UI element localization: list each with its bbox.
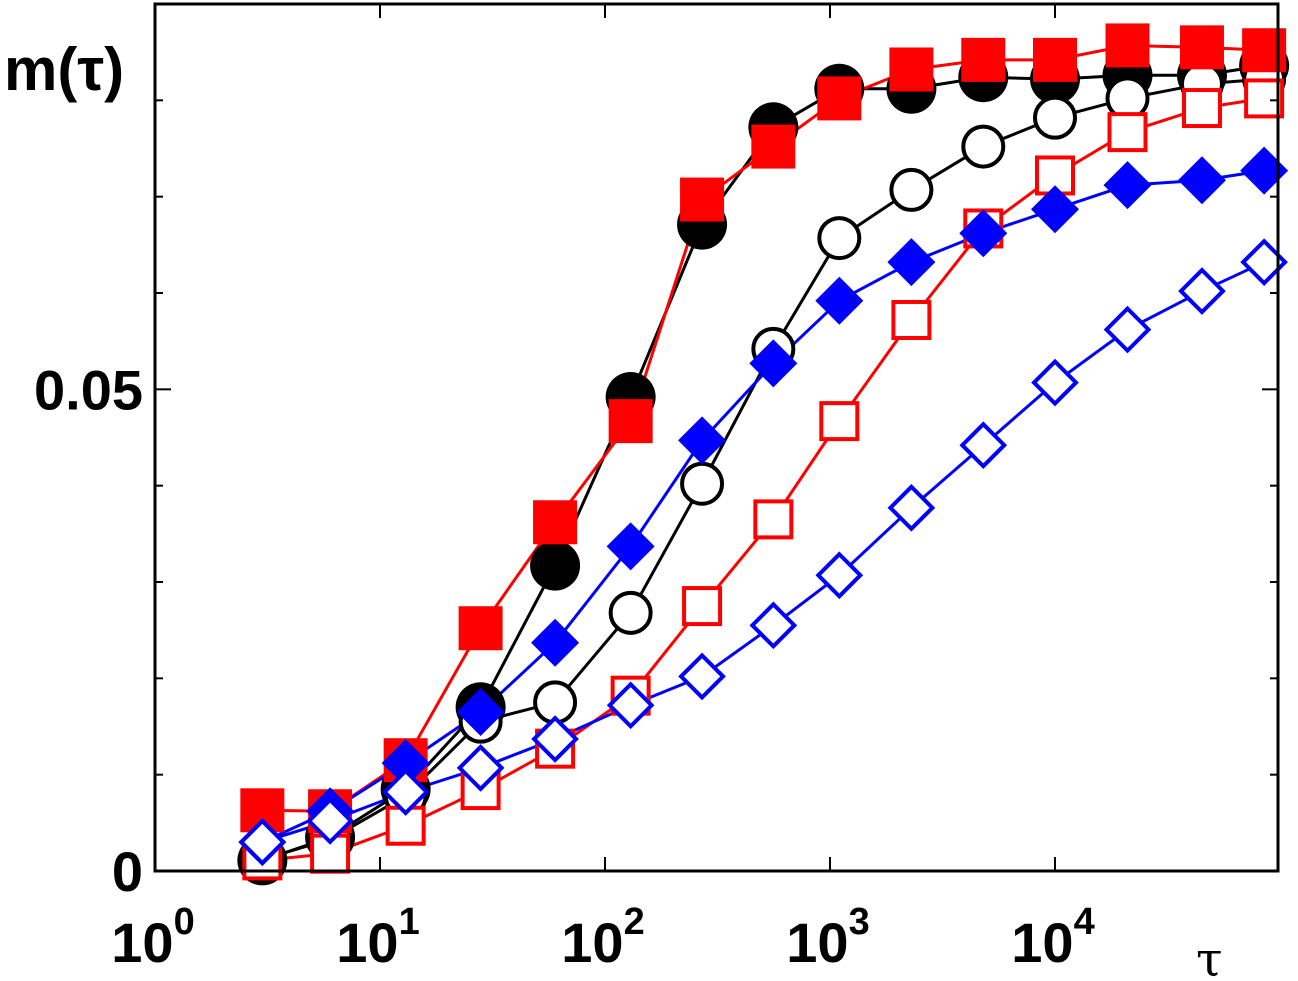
x-tick-label: 100: [111, 901, 194, 974]
axis-tick-labels: 100 101 102 103 104 0 0.05: [34, 358, 1095, 974]
data-point-diamond: [381, 739, 430, 788]
data-point-square: [682, 586, 723, 627]
data-point-circle: [680, 461, 725, 506]
data-point-circle: [1033, 95, 1077, 140]
y-tick-label: 0: [112, 840, 143, 903]
data-point-diamond: [531, 715, 579, 763]
data-point-circle: [961, 124, 1006, 169]
x-tick-label: 104: [1011, 901, 1094, 974]
data-point-square: [1181, 88, 1222, 129]
data-point-square: [891, 299, 932, 340]
data-point-diamond: [381, 768, 430, 816]
data-point-diamond: [749, 601, 798, 650]
data-point-square: [753, 499, 794, 540]
data-point-diamond: [959, 421, 1008, 470]
axis-ticks: [154, 3, 1278, 872]
x-axis-label: τ: [1196, 932, 1223, 981]
data-point-circle: [608, 590, 653, 635]
data-point-circle: [817, 216, 862, 261]
data-point-square: [819, 401, 860, 442]
data-point-diamond: [606, 522, 655, 571]
data-point-diamond: [887, 483, 936, 532]
data-point-circle: [530, 540, 581, 591]
data-point-square: [751, 124, 796, 169]
data-point-square: [1105, 23, 1150, 68]
data-point-diamond: [606, 681, 655, 730]
data-point-square: [1244, 78, 1285, 119]
data-point-diamond: [887, 238, 936, 287]
data-point-diamond: [531, 618, 580, 667]
y-tick-label: 0.05: [34, 358, 143, 421]
data-point-diamond: [456, 744, 505, 792]
data-point-diamond: [959, 209, 1008, 258]
data-point-diamond: [238, 818, 287, 866]
data-point-square: [680, 177, 725, 222]
data-point-diamond: [456, 688, 505, 737]
y-axis-label: m(τ): [4, 36, 124, 103]
data-point-square: [817, 76, 862, 121]
data-point-square: [1179, 25, 1224, 70]
data-point-square: [1107, 112, 1148, 153]
x-tick-label: 102: [561, 901, 644, 974]
data-point-diamond: [1103, 305, 1152, 354]
data-point-square: [608, 399, 653, 444]
data-point-square: [533, 500, 578, 545]
data-point-diamond: [1031, 358, 1079, 407]
data-point-diamond: [815, 276, 864, 325]
data-point-diamond: [1178, 267, 1226, 315]
data-point-diamond: [1031, 185, 1079, 234]
data-point-diamond: [1103, 161, 1152, 210]
data-point-square: [458, 606, 503, 651]
series-markers: [237, 23, 1290, 886]
data-point-diamond: [678, 652, 726, 701]
data-point-diamond: [815, 551, 864, 600]
data-point-square: [961, 37, 1006, 82]
data-point-diamond: [749, 339, 798, 388]
data-point-diamond: [1177, 156, 1226, 205]
data-point-circle: [889, 167, 934, 212]
data-point-square: [1033, 37, 1077, 82]
x-tick-label: 101: [336, 901, 419, 974]
x-tick-label: 103: [786, 901, 869, 974]
data-point-square: [889, 47, 934, 92]
plot-frame: [153, 2, 1280, 873]
data-point-diamond: [1240, 146, 1289, 195]
data-point-diamond: [306, 797, 354, 845]
data-point-square: [1242, 28, 1287, 73]
data-point-diamond: [678, 416, 727, 465]
